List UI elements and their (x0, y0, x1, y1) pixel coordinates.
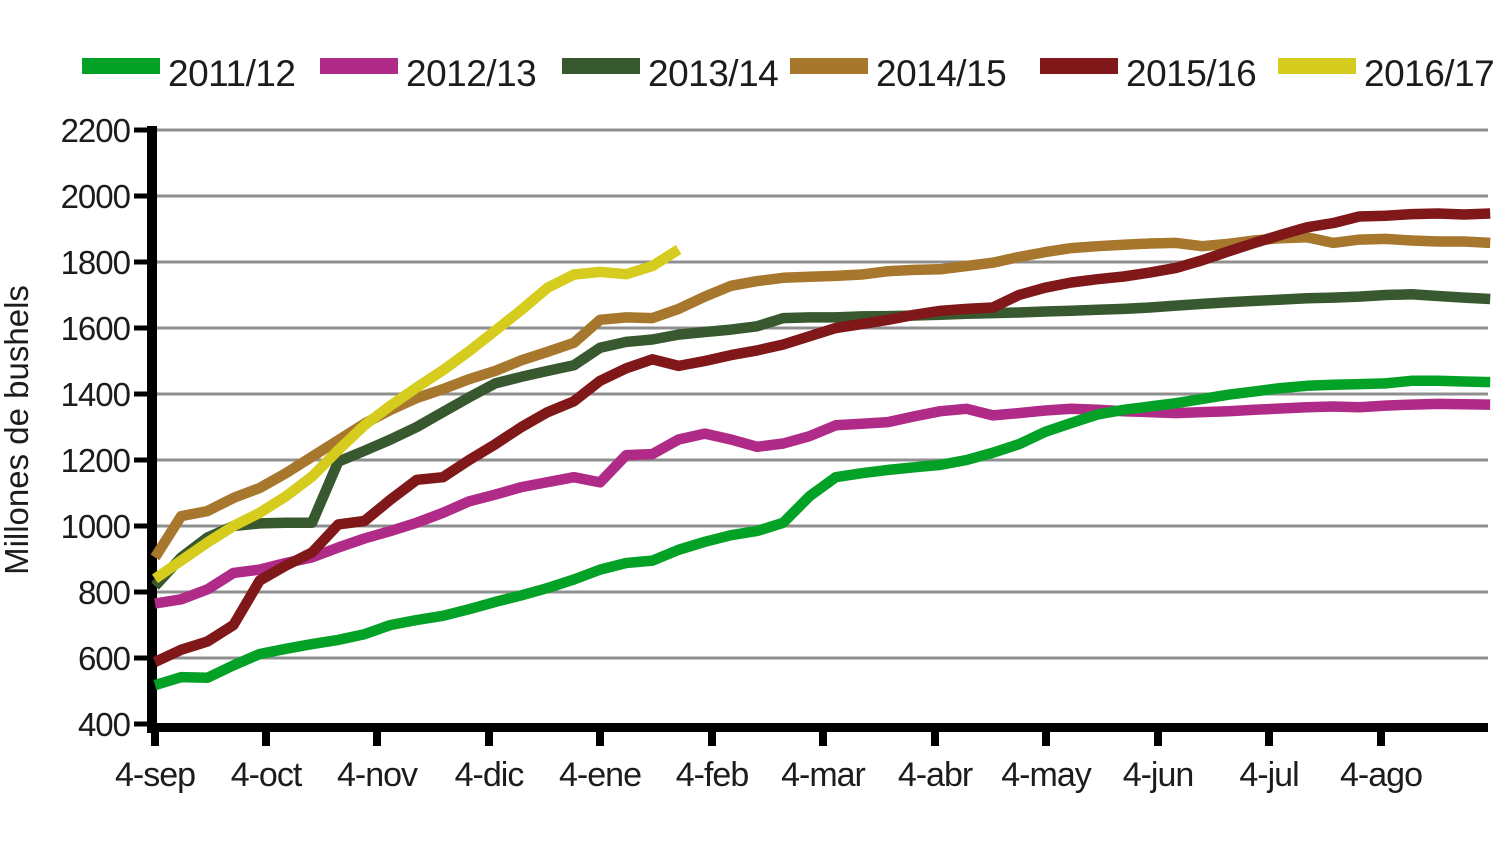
x-axis-tick (151, 723, 159, 746)
x-tick-label: 4-oct (231, 756, 303, 794)
y-tick-label: 2000 (61, 178, 131, 215)
y-tick-label: 1400 (61, 376, 131, 413)
series-line-2015-16 (152, 208, 1491, 667)
series-line-2013-14 (151, 289, 1491, 590)
series-line-2016-17 (152, 245, 682, 584)
x-axis-line (147, 723, 1488, 732)
series-lines (150, 208, 1491, 691)
y-axis-tick (134, 457, 148, 463)
gridline (148, 458, 1488, 462)
x-axis-tick (1154, 723, 1162, 746)
gridline (148, 392, 1488, 396)
y-axis-title: Millones de bushels (0, 285, 35, 575)
x-tick-label: 4-jul (1239, 756, 1298, 794)
legend-label-2011-12: 2011/12 (168, 53, 296, 94)
series-line-2011-12 (153, 375, 1491, 691)
x-axis-tick (373, 723, 381, 746)
legend-label-2015-16: 2015/16 (1126, 53, 1256, 94)
y-axis-tick (134, 721, 148, 727)
y-axis-line (147, 126, 157, 733)
gridline (148, 260, 1488, 264)
y-tick-label: 1800 (61, 244, 131, 281)
x-axis-tick (1042, 723, 1050, 746)
axes (134, 126, 1488, 746)
y-axis-tick (134, 655, 148, 661)
series-line-2012-13 (154, 398, 1491, 609)
x-axis-tick (819, 723, 827, 746)
y-axis-tick (134, 391, 148, 397)
y-tick-label: 1000 (61, 508, 131, 545)
x-axis-tick (1265, 723, 1273, 746)
gridline (148, 326, 1488, 330)
x-tick-label: 4-ago (1340, 756, 1422, 794)
x-tick-label: 4-abr (898, 756, 973, 794)
y-tick-label: 1600 (61, 310, 131, 347)
y-tick-label: 400 (78, 706, 131, 743)
x-tick-label: 4-nov (337, 756, 418, 794)
legend-swatch-2012-13 (320, 58, 398, 74)
x-tick-label: 4-jun (1123, 756, 1194, 794)
legend-swatch-2011-12 (82, 58, 160, 74)
tick-labels: 400 600 800 1000 1200 1400 1600 1800 2000 2200 4-s… (61, 112, 1423, 794)
legend-swatch-2016-17 (1278, 58, 1356, 74)
y-tick-label: 1200 (61, 442, 131, 479)
legend-label-2016-17: 2016/17 (1364, 53, 1494, 94)
y-tick-label: 800 (78, 574, 131, 611)
legend: 2011/12 2012/13 2013/14 2014/15 2015/16 2016/… (82, 53, 1495, 94)
x-axis-tick (262, 723, 270, 746)
x-axis-tick (1377, 723, 1385, 746)
x-tick-label: 4-mar (781, 756, 865, 794)
x-tick-label: 4-ene (559, 756, 641, 794)
legend-label-2012-13: 2012/13 (406, 53, 536, 94)
x-axis-tick (708, 723, 716, 746)
gridline (148, 524, 1488, 528)
legend-swatch-2013-14 (562, 58, 640, 74)
gridline (148, 194, 1488, 198)
y-tick-label: 2200 (61, 112, 131, 149)
y-tick-label: 600 (78, 640, 131, 677)
x-tick-label: 4-feb (676, 756, 749, 794)
y-axis-tick (134, 259, 148, 265)
x-axis-tick (931, 723, 939, 746)
legend-label-2013-14: 2013/14 (648, 53, 778, 94)
series-line-2014-15 (150, 232, 1491, 561)
y-axis-tick (134, 325, 148, 331)
legend-label-2014-15: 2014/15 (876, 53, 1006, 94)
legend-swatch-2014-15 (790, 58, 868, 74)
gridline (148, 590, 1488, 594)
x-tick-label: 4-dic (455, 756, 525, 794)
y-axis-tick (134, 127, 148, 133)
gridlines (148, 128, 1488, 660)
legend-swatch-2015-16 (1040, 58, 1118, 74)
x-tick-label: 4-sep (115, 756, 195, 794)
gridline (148, 656, 1488, 660)
x-axis-tick (485, 723, 493, 746)
gridline (148, 128, 1488, 132)
x-tick-label: 4-may (1001, 756, 1091, 794)
y-axis-tick (134, 523, 148, 529)
x-axis-tick (596, 723, 604, 746)
y-axis-tick (134, 589, 148, 595)
y-axis-tick (134, 193, 148, 199)
